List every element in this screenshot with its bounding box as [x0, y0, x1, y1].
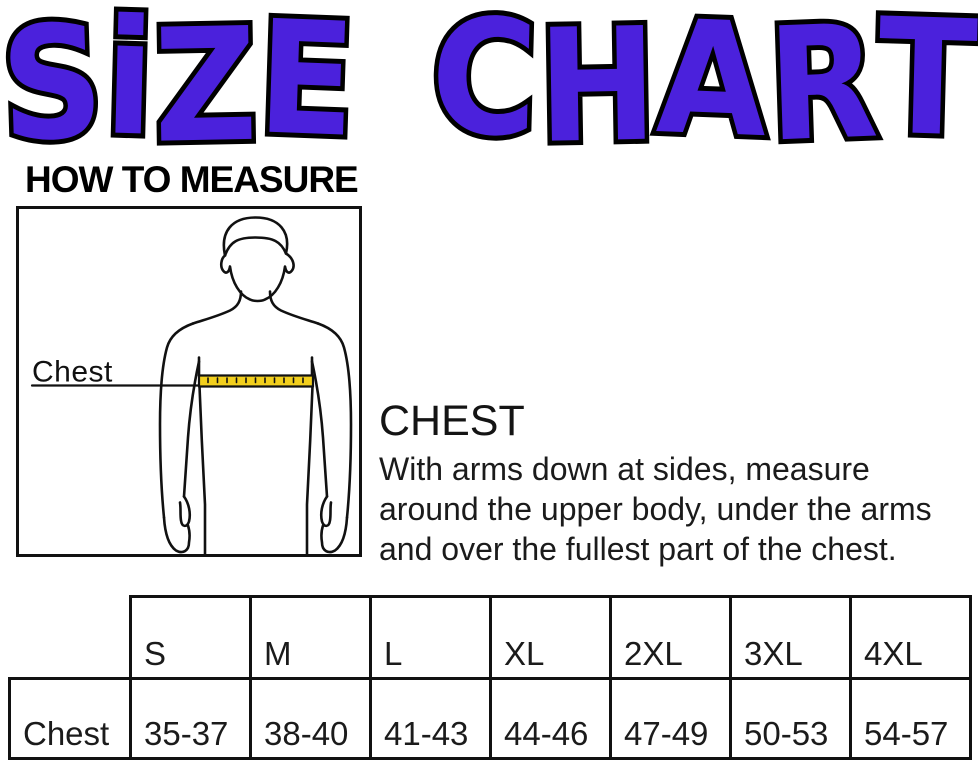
size-header-cell: XL [489, 595, 612, 680]
chest-value-cell: 50-53 [729, 677, 852, 760]
chest-instructions: With arms down at sides, measure around … [379, 449, 932, 569]
chest-value-cell: 54-57 [849, 677, 972, 760]
corner-blank-cell [9, 596, 132, 680]
chest-value-cell: 47-49 [609, 677, 732, 760]
table-row: Chest 35-37 38-40 41-43 44-46 47-49 50-5… [8, 677, 972, 760]
chest-instructions-line: around the upper body, under the arms [379, 491, 932, 527]
how-to-measure-heading: HOW TO MEASURE [25, 159, 359, 200]
chest-value-cell: 44-46 [489, 677, 612, 760]
size-header-cell: L [369, 595, 492, 680]
hair-outline [222, 216, 289, 257]
measurement-diagram: Chest [16, 206, 362, 557]
size-header-cell: 3XL [729, 595, 852, 680]
row-label-cell: Chest [8, 677, 132, 760]
arm-inner-left [182, 360, 201, 498]
size-header-cell: 4XL [849, 595, 972, 680]
page-title: SiZE CHART [0, 0, 978, 183]
hand-right [320, 516, 349, 554]
table-header-row: S M L XL 2XL 3XL 4XL [9, 595, 972, 680]
size-header-cell: M [249, 595, 372, 680]
size-header-cell: 2XL [609, 595, 732, 680]
body-outline-illustration: Chest [30, 216, 353, 554]
chest-value-cell: 38-40 [249, 677, 372, 760]
size-header-cell: S [129, 595, 252, 680]
diagram-chest-label: Chest [32, 356, 113, 389]
hand-left [162, 516, 191, 554]
arm-inner-right [310, 360, 329, 498]
arm-outer-right [316, 322, 353, 519]
arm-outer-left [158, 322, 195, 519]
neck-right [268, 290, 320, 325]
tape-tick-marks [207, 377, 304, 384]
chest-value-cell: 41-43 [369, 677, 492, 760]
chest-section-heading: CHEST [379, 397, 525, 445]
thumb-left [178, 495, 192, 528]
torso-left [198, 385, 207, 554]
torso-right [305, 385, 314, 554]
chest-instructions-line: With arms down at sides, measure [379, 451, 870, 487]
chest-value-cell: 35-37 [129, 677, 252, 760]
hairline [223, 236, 288, 257]
face-outline [219, 252, 295, 303]
size-chart-table: S M L XL 2XL 3XL 4XL Chest 35-37 38-40 4… [8, 595, 972, 760]
neck-left [191, 290, 243, 325]
thumb-right [319, 495, 333, 528]
chest-instructions-line: and over the fullest part of the chest. [379, 531, 897, 567]
